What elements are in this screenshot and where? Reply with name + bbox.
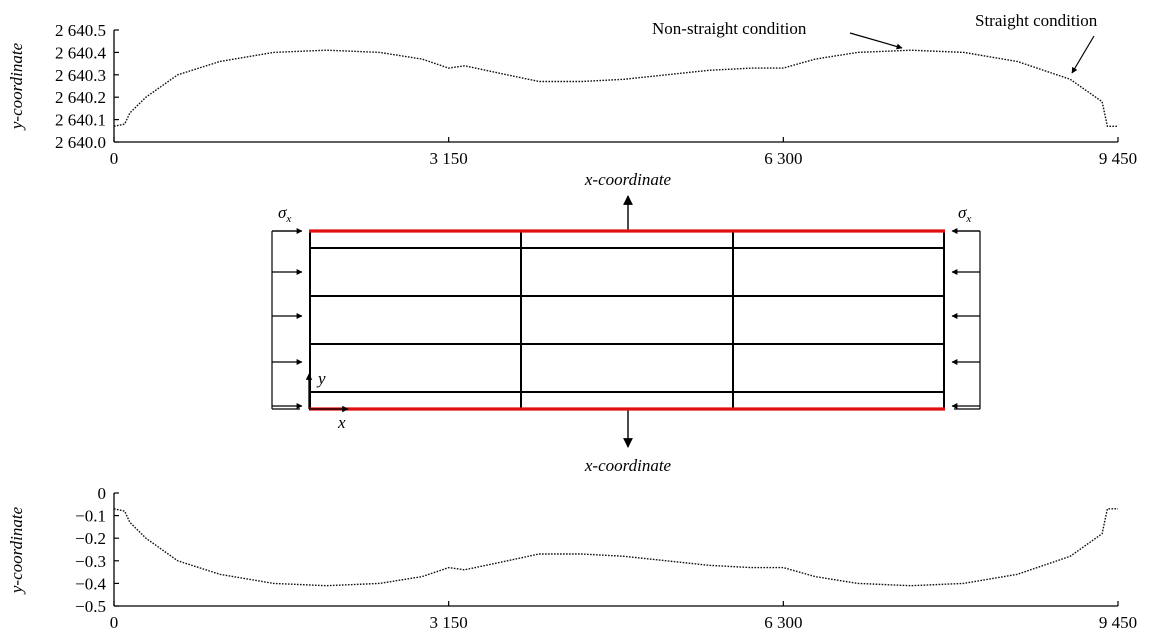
top-plot: 2 640.5 2 640.4 2 640.3 2 640.2 2 640.1 2 640… — [7, 11, 1137, 168]
plate-diagram: x-coordinate x-coordinate σx — [271, 170, 981, 475]
top-deflection-curve — [113, 49, 1118, 127]
x-tick-label: 0 — [110, 149, 119, 168]
plate-outline — [309, 230, 945, 410]
x-tick-label: 6 300 — [764, 149, 802, 168]
x-coordinate-label-top: x-coordinate — [584, 170, 672, 189]
y-tick-label: −0.1 — [75, 507, 106, 526]
bottom-x-ticks: 0 3 150 6 300 9 450 — [110, 601, 1137, 632]
bottom-y-axis-label: y-coordinate — [7, 506, 26, 595]
x-tick-label: 0 — [110, 613, 119, 632]
x-tick-label: 9 450 — [1099, 149, 1137, 168]
sigma-left: σx — [278, 203, 291, 225]
local-y-axis-label: y — [316, 369, 326, 388]
y-tick-label: 0 — [98, 484, 107, 503]
y-tick-label: 2 640.5 — [55, 21, 106, 40]
annotation-straight-arrow — [1071, 35, 1095, 74]
y-tick-label: −0.2 — [75, 529, 106, 548]
top-y-axis-label: y-coordinate — [7, 42, 26, 131]
y-tick-label: −0.4 — [75, 574, 106, 593]
annotation-non-straight-arrow — [849, 32, 903, 50]
y-tick-label: 2 640.1 — [55, 111, 106, 130]
annotation-straight: Straight condition — [975, 11, 1098, 30]
y-tick-label: −0.5 — [75, 597, 106, 616]
x-tick-label: 9 450 — [1099, 613, 1137, 632]
left-load-block — [271, 228, 303, 410]
y-tick-label: 2 640.0 — [55, 133, 106, 152]
bottom-y-ticks: 0 −0.1 −0.2 −0.3 −0.4 −0.5 — [75, 484, 119, 616]
x-tick-label: 6 300 — [764, 613, 802, 632]
top-x-ticks: 0 3 150 6 300 9 450 — [110, 137, 1137, 168]
x-tick-label: 3 150 — [430, 149, 468, 168]
x-tick-label: 3 150 — [430, 613, 468, 632]
top-y-ticks: 2 640.5 2 640.4 2 640.3 2 640.2 2 640.1 2 640… — [55, 21, 119, 152]
x-coordinate-label-bottom: x-coordinate — [584, 456, 672, 475]
bottom-deflection-curve — [113, 508, 1118, 587]
local-x-axis-label: x — [337, 413, 346, 432]
y-tick-label: 2 640.4 — [55, 43, 107, 62]
annotation-non-straight: Non-straight condition — [652, 19, 807, 38]
bottom-plot: 0 −0.1 −0.2 −0.3 −0.4 −0.5 0 3 150 6 300 9 450 y… — [7, 484, 1137, 632]
y-tick-label: 2 640.3 — [55, 66, 106, 85]
y-tick-label: −0.3 — [75, 552, 106, 571]
right-load-block — [951, 228, 981, 410]
y-tick-label: 2 640.2 — [55, 88, 106, 107]
sigma-right: σx — [958, 203, 971, 225]
